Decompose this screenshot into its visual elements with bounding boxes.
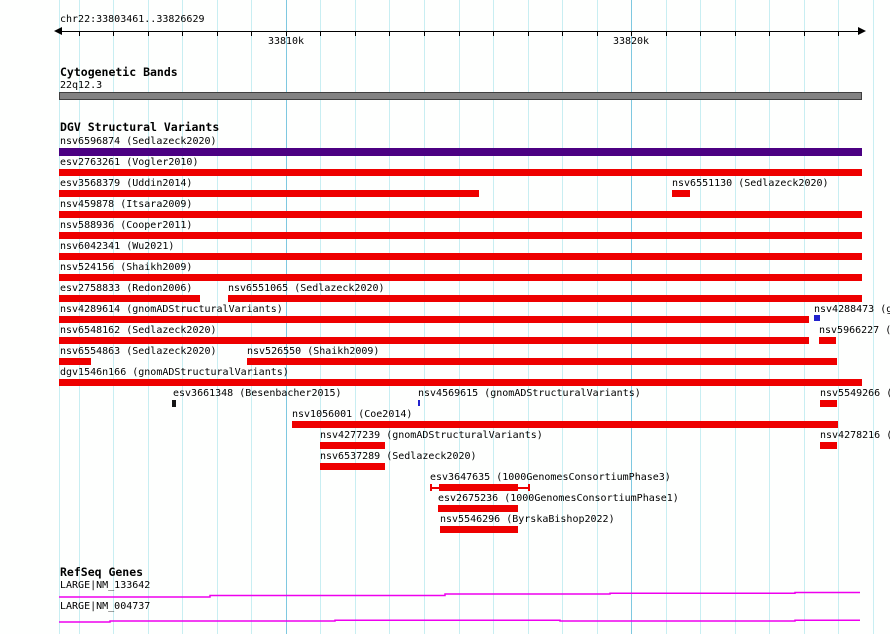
section-title-cytobands: Cytogenetic Bands [60, 65, 178, 79]
axis-tick [79, 31, 80, 36]
axis-tick [113, 31, 114, 36]
variant-label[interactable]: esv2758833 (Redon2006) [60, 283, 193, 294]
variant-bar[interactable] [59, 316, 809, 323]
variant-label[interactable]: nsv6551130 (Sedlazeck2020) [672, 178, 829, 189]
variant-range-cap[interactable] [528, 484, 530, 491]
axis-tick-label: 33810k [267, 36, 305, 47]
variant-bar[interactable] [228, 295, 862, 302]
section-title-dgv: DGV Structural Variants [60, 120, 220, 134]
variant-label[interactable]: nsv4277239 (gnomADStructuralVariants) [320, 430, 543, 441]
gene-label[interactable]: LARGE|NM_004737 [60, 601, 151, 612]
axis-tick [700, 31, 701, 36]
variant-label[interactable]: nsv526550 (Shaikh2009) [247, 346, 380, 357]
variant-bar[interactable] [59, 253, 862, 260]
variant-label[interactable]: nsv6537289 (Sedlazeck2020) [320, 451, 477, 462]
axis-tick-label: 33820k [612, 36, 650, 47]
axis-tick [631, 31, 632, 36]
axis-tick [528, 31, 529, 36]
axis-arrow-right [858, 27, 866, 35]
variant-bar[interactable] [439, 484, 518, 491]
variant-bar[interactable] [59, 211, 862, 218]
variant-label[interactable]: esv3647635 (1000GenomesConsortiumPhase3) [430, 472, 671, 483]
variant-label[interactable]: dgv1546n166 (gnomADStructuralVariants) [60, 367, 289, 378]
variant-label[interactable]: nsv524156 (Shaikh2009) [60, 262, 193, 273]
variant-label[interactable]: nsv5966227 ( [819, 325, 890, 336]
variant-label[interactable]: nsv588936 (Cooper2011) [60, 220, 193, 231]
variant-bar[interactable] [320, 442, 385, 449]
variant-bar[interactable] [59, 232, 862, 239]
gene-line[interactable] [59, 619, 860, 623]
variant-bar[interactable] [59, 190, 479, 197]
variant-bar[interactable] [418, 400, 420, 406]
variant-bar[interactable] [59, 148, 862, 156]
variant-bar[interactable] [820, 442, 837, 449]
variant-bar[interactable] [247, 358, 837, 365]
variant-bar[interactable] [672, 190, 690, 197]
variant-label[interactable]: nsv5546296 (ByrskaBishop2022) [440, 514, 615, 525]
variant-bar[interactable] [814, 315, 820, 321]
axis-tick [148, 31, 149, 36]
axis-tick [597, 31, 598, 36]
variant-range-cap[interactable] [430, 484, 432, 491]
axis-tick [735, 31, 736, 36]
variant-bar[interactable] [438, 505, 518, 512]
axis-tick [769, 31, 770, 36]
axis-arrow-left [54, 27, 62, 35]
variant-label[interactable]: esv3661348 (Besenbacher2015) [173, 388, 342, 399]
axis-tick [562, 31, 563, 36]
variant-bar[interactable] [320, 463, 385, 470]
variant-bar[interactable] [59, 295, 200, 302]
variant-label[interactable]: nsv6042341 (Wu2021) [60, 241, 175, 252]
variant-label[interactable]: esv3568379 (Uddin2014) [60, 178, 193, 189]
axis-tick [355, 31, 356, 36]
axis-tick [666, 31, 667, 36]
gridline [838, 0, 839, 634]
gene-line[interactable] [59, 591, 860, 598]
axis-tick [320, 31, 321, 36]
variant-bar[interactable] [59, 337, 809, 344]
variant-label[interactable]: nsv4278216 ( [820, 430, 890, 441]
axis-tick [459, 31, 460, 36]
variant-label[interactable]: nsv459878 (Itsara2009) [60, 199, 193, 210]
variant-bar[interactable] [59, 379, 862, 386]
variant-label[interactable]: nsv6596874 (Sedlazeck2020) [60, 136, 217, 147]
axis-tick [182, 31, 183, 36]
variant-bar[interactable] [59, 358, 91, 365]
variant-label[interactable]: esv2675236 (1000GenomesConsortiumPhase1) [438, 493, 679, 504]
variant-bar[interactable] [59, 169, 862, 176]
region-label: chr22:33803461..33826629 [60, 14, 205, 25]
axis-tick [804, 31, 805, 36]
axis-tick [493, 31, 494, 36]
axis-tick [217, 31, 218, 36]
axis-tick [838, 31, 839, 36]
variant-bar[interactable] [440, 526, 518, 533]
gene-label[interactable]: LARGE|NM_133642 [60, 580, 151, 591]
variant-bar[interactable] [819, 337, 836, 344]
cytoband-bar [59, 92, 862, 100]
variant-bar[interactable] [172, 400, 176, 407]
axis-tick [286, 31, 287, 36]
variant-bar[interactable] [820, 400, 837, 407]
variant-label[interactable]: esv2763261 (Vogler2010) [60, 157, 199, 168]
variant-label[interactable]: nsv6548162 (Sedlazeck2020) [60, 325, 217, 336]
variant-bar[interactable] [292, 421, 838, 428]
section-title-refseq: RefSeq Genes [60, 565, 144, 579]
variant-label[interactable]: nsv1056001 (Coe2014) [292, 409, 413, 420]
gridline [873, 0, 874, 634]
axis-line [60, 31, 860, 32]
variant-label[interactable]: nsv4569615 (gnomADStructuralVariants) [418, 388, 641, 399]
variant-label[interactable]: nsv6551065 (Sedlazeck2020) [228, 283, 385, 294]
variant-label[interactable]: nsv4288473 (g [814, 304, 890, 315]
variant-label[interactable]: nsv4289614 (gnomADStructuralVariants) [60, 304, 283, 315]
variant-label[interactable]: nsv5549266 ( [820, 388, 890, 399]
variant-bar[interactable] [59, 274, 862, 281]
axis-tick [389, 31, 390, 36]
variant-label[interactable]: nsv6554863 (Sedlazeck2020) [60, 346, 217, 357]
axis-tick [251, 31, 252, 36]
cytoband-name-label: 22q12.3 [60, 80, 103, 91]
axis-tick [424, 31, 425, 36]
